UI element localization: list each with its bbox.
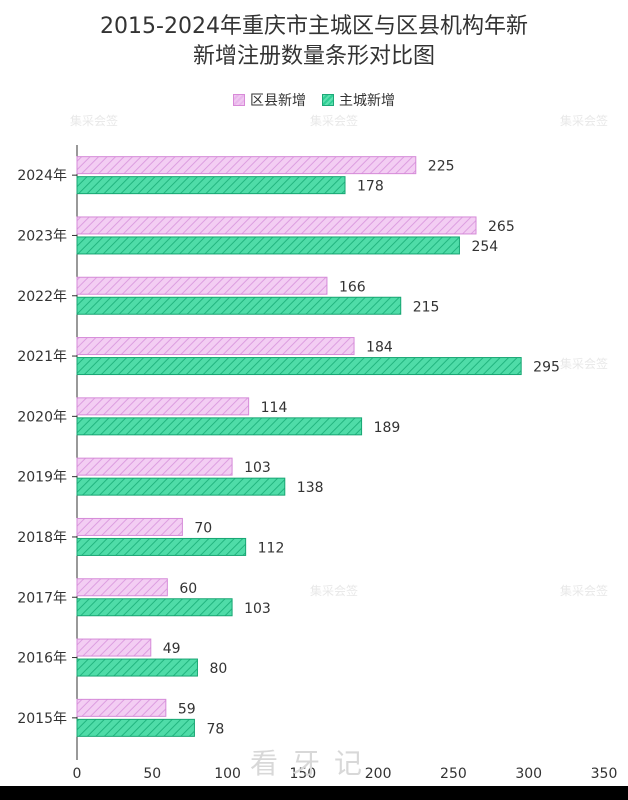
legend-swatch-county	[233, 94, 245, 106]
data-label: 265	[488, 219, 515, 235]
y-tick-label: 2016年	[17, 651, 67, 667]
data-label: 295	[533, 360, 560, 376]
x-tick-label: 150	[289, 766, 316, 782]
bar-county	[76, 517, 183, 536]
bar-county	[76, 156, 417, 175]
data-label: 49	[163, 641, 181, 657]
legend-label-county: 区县新增	[250, 93, 306, 109]
legend-label-main-city: 主城新增	[339, 93, 395, 109]
x-tick-label: 100	[214, 766, 241, 782]
bar-county	[76, 397, 250, 416]
y-tick-label: 2022年	[17, 289, 67, 305]
legend-item-county[interactable]: 区县新增	[233, 90, 306, 110]
bar-main-city	[76, 296, 402, 315]
bar-main-city	[76, 658, 198, 677]
watermark-logo: 看牙记	[250, 747, 377, 780]
data-label: 225	[428, 159, 455, 175]
data-label: 80	[209, 661, 227, 677]
data-label: 103	[244, 601, 271, 617]
data-label: 189	[374, 420, 401, 436]
watermark-brand-3: 集采会签	[560, 114, 609, 128]
bar-main-city	[76, 718, 195, 737]
x-tick-label: 0	[73, 766, 82, 782]
bar-main-city	[76, 176, 346, 195]
data-label: 60	[179, 581, 197, 597]
x-tick-label: 350	[591, 766, 618, 782]
bar-county	[76, 457, 233, 476]
y-tick-label: 2019年	[17, 470, 67, 486]
data-label: 114	[261, 400, 288, 416]
chart-legend: 区县新增 主城新增	[0, 90, 628, 110]
legend-item-main-city[interactable]: 主城新增	[322, 90, 395, 110]
x-tick-label: 250	[440, 766, 467, 782]
data-label: 178	[357, 179, 384, 195]
data-label: 70	[194, 520, 212, 536]
watermark-brand-5: 集采会签	[310, 584, 359, 598]
data-label: 59	[178, 701, 196, 717]
y-tick-label: 2023年	[17, 228, 67, 244]
y-tick-label: 2021年	[17, 349, 67, 365]
y-tick-label: 2018年	[17, 530, 67, 546]
data-label: 78	[206, 721, 224, 737]
data-label: 103	[244, 460, 271, 476]
data-label: 112	[258, 540, 285, 556]
x-tick-label: 50	[143, 766, 161, 782]
bar-county	[76, 638, 152, 657]
legend-swatch-main-city	[322, 94, 334, 106]
data-label: 166	[339, 279, 366, 295]
watermark-brand-6: 集采会签	[560, 584, 609, 598]
bar-main-city	[76, 236, 460, 255]
bar-main-city	[76, 357, 522, 376]
watermark-brand-4: 集采会签	[560, 357, 609, 371]
watermark-brand-2: 集采会签	[310, 114, 359, 128]
watermark-brand-1: 集采会签	[70, 114, 119, 128]
x-tick-label: 300	[515, 766, 542, 782]
chart-title-line1: 2015-2024年重庆市主城区与区县机构年新	[100, 14, 528, 39]
x-tick-label: 200	[365, 766, 392, 782]
bar-main-city	[76, 598, 233, 617]
bar-main-city	[76, 537, 247, 556]
data-label: 138	[297, 480, 324, 496]
bar-county	[76, 698, 167, 717]
data-label: 184	[366, 340, 393, 356]
chart-title-line2: 新增注册数量条形对比图	[192, 44, 435, 69]
bar-main-city	[76, 417, 363, 436]
data-label: 215	[413, 299, 440, 315]
bar-county	[76, 276, 328, 295]
y-tick-label: 2015年	[17, 711, 67, 727]
y-tick-label: 2017年	[17, 590, 67, 606]
bar-county	[76, 337, 355, 356]
y-tick-label: 2024年	[17, 168, 67, 184]
bar-main-city	[76, 477, 286, 496]
bar-county	[76, 216, 477, 235]
bar-county	[76, 578, 168, 597]
data-label: 254	[471, 239, 498, 255]
y-tick-label: 2020年	[17, 409, 67, 425]
bottom-bar	[0, 786, 628, 800]
